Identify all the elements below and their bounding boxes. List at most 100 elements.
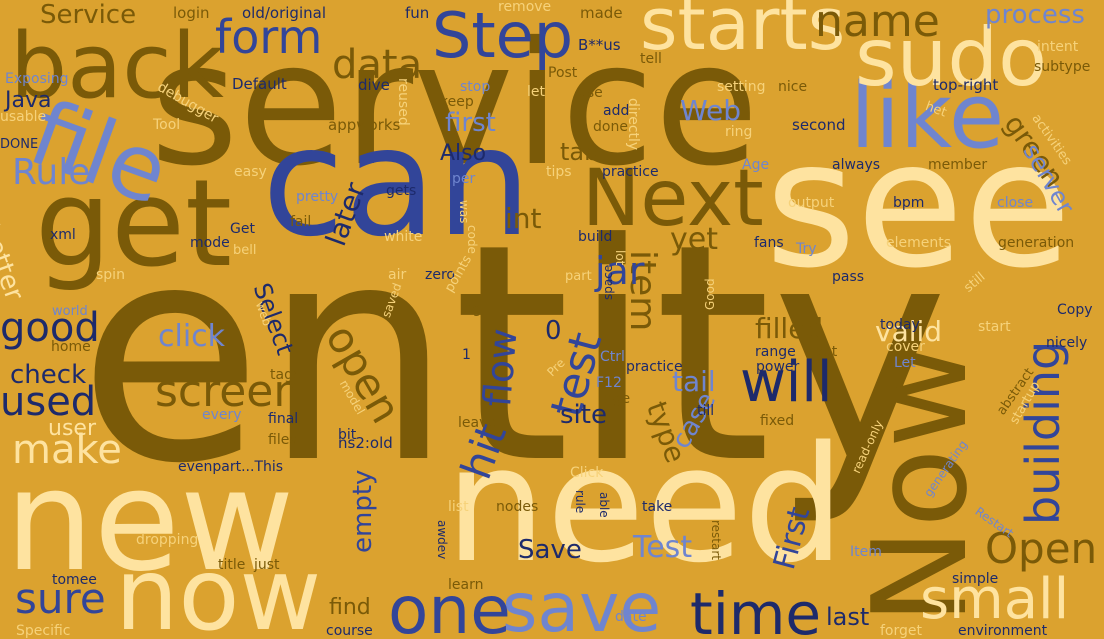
cloud-word: gets <box>386 183 417 199</box>
cloud-word: Tool <box>153 117 181 133</box>
cloud-word: Specific <box>16 623 71 639</box>
cloud-word: easy <box>234 164 267 180</box>
cloud-word: keep <box>440 94 474 110</box>
cloud-word: yet <box>670 222 718 257</box>
cloud-word: data <box>332 42 423 88</box>
cloud-word: space <box>601 264 615 300</box>
cloud-word: sudo <box>855 11 1048 104</box>
cloud-word: will <box>740 350 833 415</box>
cloud-word: Good <box>703 278 717 310</box>
cloud-word: practice <box>626 359 683 375</box>
cloud-word: jar <box>595 249 645 293</box>
cloud-word: Also <box>440 141 487 166</box>
cloud-word: tomee <box>52 572 97 588</box>
cloud-word: cover <box>886 339 925 355</box>
cloud-word: site <box>560 400 607 430</box>
cloud-word: made <box>580 4 623 22</box>
cloud-word: done <box>593 119 628 135</box>
cloud-word: directly <box>625 98 641 151</box>
cloud-word: environment <box>958 623 1048 639</box>
cloud-word: name <box>815 0 940 47</box>
cloud-word: dive <box>358 76 390 94</box>
cloud-word: forget <box>880 623 922 639</box>
cloud-word: till <box>697 403 715 419</box>
cloud-word: Post <box>548 65 578 81</box>
cloud-word: Get <box>230 221 255 237</box>
cloud-word: Service <box>40 0 137 30</box>
cloud-word: new <box>5 440 295 603</box>
cloud-word: fans <box>754 235 784 251</box>
cloud-word: spin <box>96 267 125 283</box>
cloud-word: use <box>578 85 603 101</box>
cloud-word: last <box>826 603 870 631</box>
cloud-word: entity <box>78 180 949 529</box>
cloud-word: build <box>578 229 613 245</box>
cloud-word: age <box>604 391 631 407</box>
cloud-word: tell <box>640 51 662 67</box>
cloud-word: fun <box>405 4 430 22</box>
cloud-word: per <box>452 171 476 187</box>
cloud-word: rule <box>573 490 587 514</box>
cloud-word: need <box>445 411 845 598</box>
cloud-word: find <box>329 595 371 620</box>
cloud-word: able <box>597 492 611 518</box>
cloud-word: form <box>215 10 323 64</box>
cloud-word: Age <box>742 157 770 173</box>
cloud-word: add <box>603 103 630 119</box>
cloud-word: Item <box>850 544 882 560</box>
cloud-word: 0 <box>545 316 562 346</box>
cloud-word: good <box>0 305 100 351</box>
cloud-word: intent <box>1037 39 1079 55</box>
cloud-word: now <box>115 536 322 639</box>
cloud-word: user <box>48 416 96 441</box>
cloud-word: tips <box>546 164 572 180</box>
cloud-word: second <box>792 116 846 134</box>
cloud-word: click <box>158 319 226 354</box>
cloud-word: take <box>642 499 673 515</box>
cloud-word: old/original <box>242 4 326 22</box>
cloud-word: save <box>502 569 662 639</box>
cloud-word: bpm <box>893 195 925 211</box>
cloud-word: elements <box>886 235 952 251</box>
cloud-word: better <box>0 219 30 305</box>
cloud-word: Web <box>680 94 742 127</box>
cloud-word: evenpart...This <box>178 459 284 475</box>
cloud-word: Test <box>633 530 693 565</box>
cloud-word: log <box>460 301 482 317</box>
cloud-word: first <box>445 108 496 138</box>
cloud-word: Exposing <box>5 71 69 87</box>
cloud-word: one <box>388 572 511 639</box>
cloud-word: get <box>35 155 233 294</box>
cloud-word: remove <box>498 0 552 15</box>
cloud-word: put <box>814 344 838 360</box>
cloud-word: Next <box>582 154 764 244</box>
cloud-word: sure <box>15 574 106 623</box>
cloud-word: used <box>0 379 97 425</box>
cloud-word: code <box>465 225 479 254</box>
cloud-word: reused <box>395 78 411 126</box>
cloud-word: Copy <box>1057 302 1093 318</box>
cloud-word: subtype <box>1034 59 1091 75</box>
cloud-word: part <box>565 269 592 284</box>
cloud-word: simple <box>952 571 999 587</box>
cloud-word: pass <box>832 269 865 285</box>
cloud-word: B**us <box>578 36 621 54</box>
cloud-word: make <box>12 427 122 473</box>
cloud-word: Default <box>232 75 287 93</box>
cloud-word: fixed <box>760 413 795 429</box>
cloud-word: bit <box>338 427 357 443</box>
cloud-word: valid <box>875 315 943 348</box>
cloud-word: Ctrl <box>600 349 625 365</box>
cloud-word: see <box>765 104 1072 307</box>
cloud-word: title <box>218 557 246 573</box>
cloud-word: let <box>527 84 545 100</box>
cloud-word: empty <box>348 469 378 553</box>
cloud-word: setting <box>717 79 766 95</box>
cloud-word: bell <box>233 243 257 258</box>
cloud-word: list <box>448 499 469 515</box>
cloud-word: Try <box>796 241 817 257</box>
cloud-word: final <box>268 411 299 427</box>
cloud-word: back <box>10 14 224 119</box>
cloud-word: output <box>788 195 835 211</box>
